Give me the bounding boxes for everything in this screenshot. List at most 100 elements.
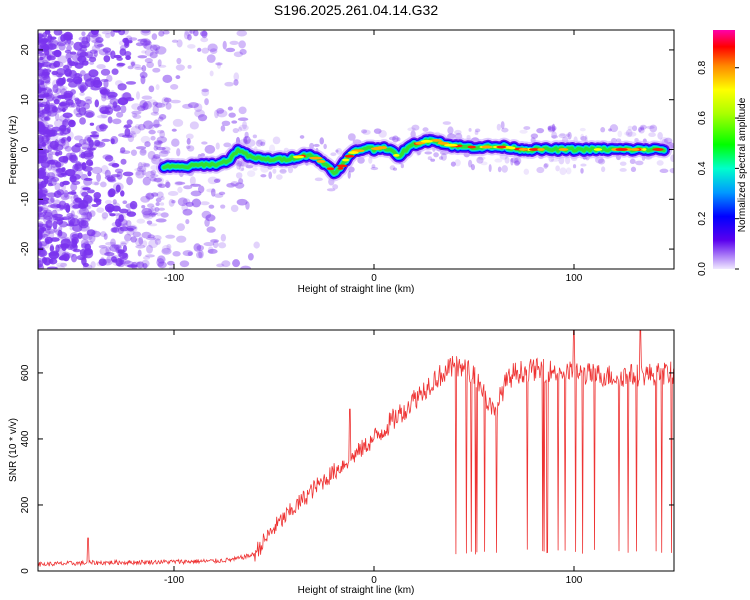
spectrogram-speckle	[242, 135, 251, 145]
spectrogram-speckle	[143, 40, 151, 46]
spectrogram-speckle	[59, 124, 67, 132]
spectrogram-speckle	[122, 200, 128, 205]
spectrogram-speckle	[128, 37, 138, 41]
spectrogram-speckle	[392, 135, 399, 143]
colorbar-gradient	[713, 30, 735, 269]
spectrogram-speckle	[114, 80, 123, 87]
spectrogram-speckle	[120, 242, 127, 247]
spectrogram-speckle	[168, 266, 175, 269]
spectrogram-y-tick-label: 20	[20, 44, 31, 56]
spectrogram-speckle	[268, 171, 273, 179]
spectrogram-hotspot	[292, 155, 305, 159]
spectrogram-speckle	[40, 166, 47, 172]
spectrogram-speckle	[147, 234, 155, 239]
spectrogram-speckle	[214, 193, 224, 198]
spectrogram-speckle	[206, 226, 216, 233]
spectrogram-speckle	[547, 125, 552, 131]
spectrogram-speckle	[44, 129, 56, 135]
spectrogram-hotspot	[393, 153, 400, 157]
spectrogram-speckle	[123, 260, 134, 267]
spectrogram-speckle	[38, 223, 44, 227]
spectrogram-speckle	[91, 230, 101, 238]
spectrogram-hotspot	[593, 148, 603, 151]
spectrogram-speckle	[158, 150, 169, 157]
spectrogram-x-tick-label: 0	[371, 273, 377, 284]
spectrogram-speckle	[247, 253, 254, 261]
spectrogram-speckle	[71, 233, 79, 239]
spectrogram-speckle	[234, 182, 245, 189]
spectrogram-speckle	[62, 155, 69, 164]
spectrogram-hotspot	[347, 151, 359, 154]
spectrogram-speckle	[65, 204, 71, 213]
spectrogram-speckle	[237, 126, 243, 132]
spectrogram-speckle	[216, 263, 225, 268]
spectrogram-speckle	[64, 237, 71, 244]
spectrogram-speckle	[151, 154, 158, 162]
spectrogram-speckle	[81, 243, 87, 249]
spectrogram-speckle	[200, 37, 209, 43]
spectrogram-y-tick-label: 0	[20, 146, 31, 152]
spectrogram-speckle	[112, 199, 117, 205]
spectrogram-speckle	[96, 43, 104, 47]
spectrogram-speckle	[126, 119, 133, 126]
snr-line	[38, 330, 674, 567]
spectrogram-speckle	[547, 126, 556, 133]
spectrogram-speckle	[153, 119, 160, 129]
spectrogram-speckle	[155, 84, 160, 90]
spectrogram-speckle	[497, 166, 502, 173]
spectrogram-speckle	[142, 176, 151, 186]
spectrogram-speckle	[149, 44, 158, 52]
spectrogram-speckle	[226, 182, 236, 188]
spectrogram-speckle	[155, 46, 167, 55]
spectrogram-speckle	[389, 165, 396, 171]
spectrogram-speckle	[49, 132, 59, 141]
snr-x-ticks: -100 0 100	[164, 330, 583, 586]
spectrogram-speckle	[78, 74, 83, 83]
spectrogram-speckle	[206, 54, 216, 63]
spectrogram-speckle	[129, 130, 136, 136]
spectrogram-speckle	[141, 30, 151, 34]
spectrogram-speckle	[543, 163, 549, 168]
spectrogram-speckle	[40, 143, 47, 148]
spectrogram-speckle	[143, 43, 153, 50]
spectrogram-speckle	[141, 259, 150, 268]
spectrogram-speckle	[504, 156, 510, 164]
spectrogram-speckle	[154, 207, 160, 212]
spectrogram-speckle	[191, 198, 202, 208]
spectrogram-speckle	[137, 162, 143, 170]
spectrogram-speckle	[480, 161, 488, 166]
spectrogram-speckle	[83, 136, 93, 142]
spectrogram-speckle	[117, 83, 127, 91]
snr-y-tick-label: 400	[20, 430, 31, 447]
spectrogram-speckle	[38, 33, 44, 39]
spectrogram-speckle	[83, 194, 93, 204]
spectrogram-speckle	[149, 177, 157, 182]
spectrogram-speckle	[55, 72, 64, 78]
spectrogram-speckle	[53, 30, 63, 36]
spectrogram-speckle	[598, 158, 606, 165]
spectrogram-speckle	[171, 200, 176, 204]
spectrogram-speckle	[470, 164, 475, 171]
spectrogram-speckle	[237, 117, 249, 122]
spectrogram-speckle	[639, 124, 647, 130]
spectrogram-speckle	[70, 210, 75, 219]
spectrogram-speckle	[56, 41, 66, 47]
spectrogram-speckle	[551, 123, 556, 132]
spectrogram-speckle	[136, 165, 147, 173]
spectrogram-speckle	[627, 131, 637, 137]
spectrogram-speckle	[40, 180, 47, 188]
spectrogram-speckle	[189, 30, 195, 34]
spectrogram-speckle	[565, 167, 572, 175]
spectrogram-speckle	[232, 259, 241, 268]
spectrogram-speckle	[454, 129, 462, 135]
spectrogram-speckle	[96, 173, 101, 182]
spectrogram-speckle	[46, 110, 52, 117]
spectrogram-speckle	[150, 111, 159, 116]
spectrogram-speckle	[450, 161, 456, 167]
spectrogram-speckle	[63, 64, 70, 73]
spectrogram-speckle	[147, 203, 155, 208]
spectrogram-speckle	[514, 157, 522, 165]
spectrogram-hotspot	[344, 154, 355, 158]
spectrogram-hotspot	[377, 146, 383, 149]
spectrogram-speckle	[153, 140, 163, 145]
